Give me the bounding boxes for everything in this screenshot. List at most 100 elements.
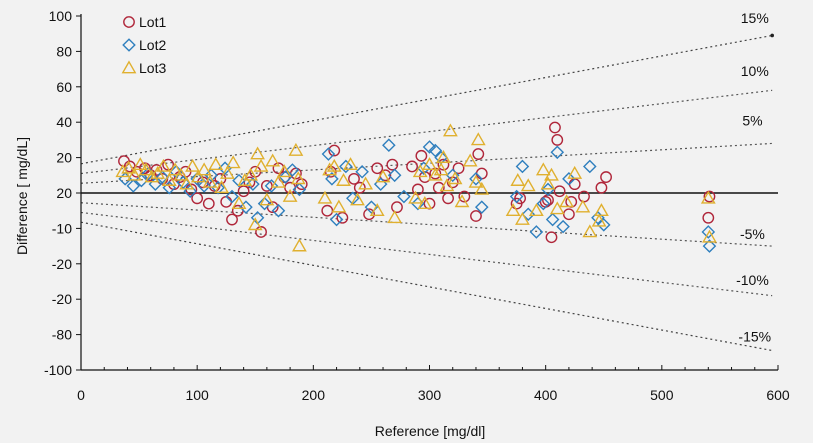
lot3-point bbox=[520, 178, 536, 192]
lot3-point bbox=[549, 201, 565, 215]
lot3-point bbox=[567, 165, 583, 179]
lot2-point bbox=[364, 200, 379, 214]
lot3-point bbox=[433, 162, 449, 176]
lot3-point bbox=[540, 176, 556, 190]
y-tick-label: 100 bbox=[49, 8, 73, 24]
lot2-point bbox=[271, 203, 286, 218]
lot3-point bbox=[412, 164, 428, 178]
lot2-point bbox=[596, 218, 611, 232]
lot1-point bbox=[328, 144, 341, 157]
lot1-point bbox=[255, 226, 267, 238]
lot2-point bbox=[536, 196, 551, 211]
lot1-point bbox=[470, 210, 482, 222]
lot1-point bbox=[442, 192, 454, 205]
x-axis-title: Reference [mg/dl] bbox=[375, 423, 486, 439]
x-tick-label: 400 bbox=[534, 387, 558, 403]
band-end-dot bbox=[770, 33, 774, 38]
y-tick-label: -80 bbox=[52, 327, 72, 343]
lot3-point bbox=[214, 180, 229, 194]
lot2-point bbox=[329, 212, 344, 227]
y-tick-label: 60 bbox=[56, 79, 72, 95]
lot3-point bbox=[253, 158, 269, 172]
lot2-point bbox=[545, 212, 560, 227]
lot3-point bbox=[369, 203, 385, 217]
lot3-point bbox=[422, 157, 437, 171]
lot3-point bbox=[575, 199, 591, 213]
y-tick-label: 80 bbox=[56, 43, 72, 59]
lot2-point bbox=[257, 196, 272, 211]
lot1-point bbox=[514, 192, 527, 205]
lot3-point bbox=[167, 162, 183, 176]
lot3-point bbox=[700, 190, 716, 204]
lot3-point bbox=[121, 160, 137, 174]
lot2-point bbox=[197, 179, 211, 193]
lot1-point bbox=[406, 160, 418, 173]
lot3-point bbox=[144, 169, 160, 183]
band-label: 5% bbox=[742, 113, 762, 129]
lot3-point bbox=[470, 132, 486, 146]
lot3-point bbox=[179, 176, 195, 190]
lot3-point bbox=[150, 165, 166, 179]
legend-label-lot3: Lot3 bbox=[139, 60, 166, 76]
lot3-point bbox=[322, 162, 338, 176]
lot2-point bbox=[422, 140, 437, 154]
lot1-point bbox=[138, 162, 151, 175]
lot2-point bbox=[134, 173, 149, 188]
lot3-point bbox=[336, 172, 351, 186]
lot3-point bbox=[350, 192, 365, 206]
x-tick-label: 200 bbox=[302, 387, 326, 403]
x-tick-label: 600 bbox=[766, 387, 790, 403]
lot1-point bbox=[702, 211, 715, 224]
lot2-point bbox=[509, 189, 524, 204]
lot3-point bbox=[591, 213, 607, 227]
lot3-point bbox=[515, 211, 530, 225]
lot2-point bbox=[126, 179, 141, 193]
lot1-point bbox=[371, 162, 384, 175]
lot3-point bbox=[185, 158, 200, 172]
lot2-point bbox=[355, 164, 369, 179]
lot2-point bbox=[515, 159, 530, 174]
lot1-point bbox=[411, 183, 424, 196]
lot3-point bbox=[156, 158, 171, 172]
lot1-point bbox=[260, 180, 273, 192]
lot3-point bbox=[202, 174, 218, 188]
lot2-point bbox=[382, 138, 396, 152]
lot3-point bbox=[138, 162, 154, 176]
lot3-point bbox=[196, 162, 212, 176]
band-line-neg5pct bbox=[80, 202, 773, 247]
band-label: 10% bbox=[741, 63, 769, 79]
lot2-point bbox=[474, 200, 489, 214]
lot1-point bbox=[321, 204, 334, 217]
lot1-point bbox=[191, 192, 204, 205]
lot3-point bbox=[375, 169, 391, 183]
lot3-point bbox=[250, 146, 265, 160]
x-tick-label: 300 bbox=[418, 387, 442, 403]
lot3-point bbox=[326, 158, 342, 172]
lot3-point bbox=[231, 196, 247, 209]
lot2-point bbox=[225, 189, 239, 204]
lot2-point bbox=[556, 219, 570, 234]
lot3-point bbox=[443, 123, 458, 137]
lot2-point bbox=[285, 163, 300, 177]
band-line-15pct bbox=[80, 34, 773, 165]
lot2-point bbox=[204, 168, 218, 183]
y-tick-label: -10 bbox=[52, 220, 72, 236]
lot3-point bbox=[702, 229, 717, 243]
band-label: 15% bbox=[741, 10, 769, 26]
lot3-point bbox=[282, 188, 298, 202]
lot3-point bbox=[454, 194, 470, 208]
lot3-point bbox=[439, 178, 455, 192]
lot2-point bbox=[211, 180, 225, 195]
lot1-point bbox=[563, 208, 575, 221]
lot3-point bbox=[190, 169, 206, 183]
lot3-point bbox=[462, 153, 478, 167]
band-label: -10% bbox=[736, 272, 769, 288]
legend-marker-lot1 bbox=[123, 16, 135, 28]
lot3-point bbox=[132, 157, 148, 171]
lot1-point bbox=[391, 201, 403, 214]
lot2-point bbox=[529, 225, 544, 239]
lot1-point bbox=[432, 181, 445, 194]
lot3-point bbox=[417, 196, 433, 209]
lot1-point bbox=[553, 185, 566, 198]
